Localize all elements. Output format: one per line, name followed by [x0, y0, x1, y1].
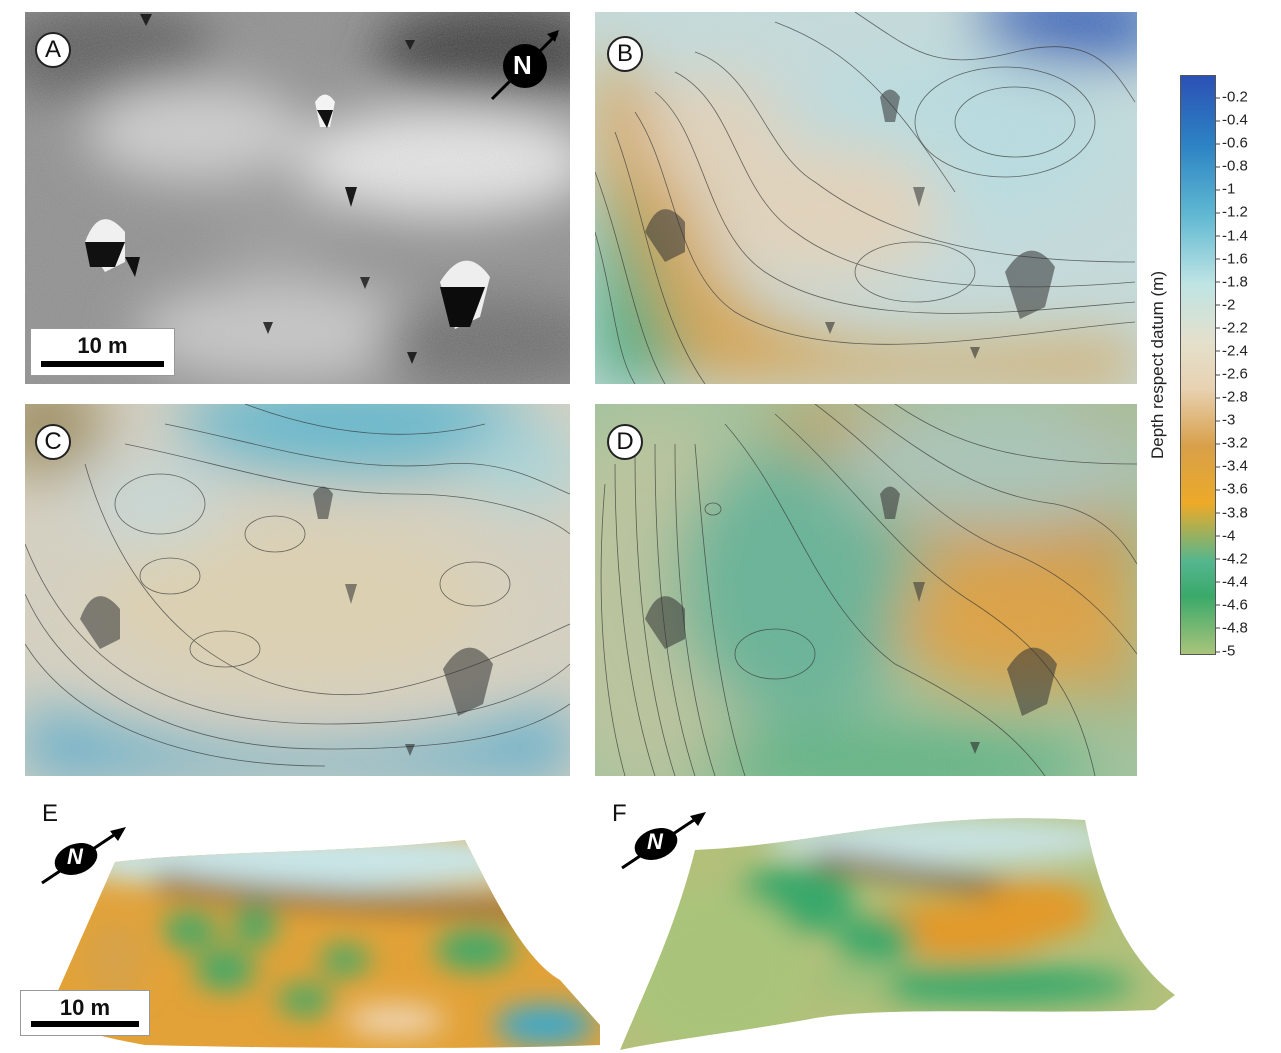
scale-bar-label: 10 m [77, 333, 128, 358]
colorbar-tick: -3.6 [1216, 480, 1248, 498]
north-arrow: N [487, 24, 567, 104]
colorbar-tick: -3.4 [1216, 457, 1248, 475]
scale-bar: 10 m [30, 328, 175, 376]
colorbar-tick: -2 [1215, 296, 1236, 314]
colorbar-tick: -0.6 [1216, 134, 1248, 152]
scale-bar-e: 10 m [20, 990, 150, 1036]
panel-label-e: E [42, 800, 59, 827]
colorbar-tick: -2.8 [1216, 388, 1248, 406]
colorbar-tick: -2.2 [1216, 319, 1248, 337]
3d-surface-f [620, 818, 1175, 1050]
north-arrow-e: N [40, 825, 130, 885]
boulders [85, 14, 490, 364]
colorbar-tick: -0.4 [1216, 111, 1248, 129]
colorbar-title: Depth respect datum (m) [1148, 270, 1167, 460]
north-label-e: N [67, 844, 83, 869]
depth-map-b [595, 12, 1137, 384]
panel-a-hillshade: A N 10 m [25, 12, 570, 384]
panel-e-3d-view: N 10 m [15, 820, 600, 1050]
colorbar-tick: -5 [1215, 642, 1236, 660]
boulders [80, 486, 493, 756]
north-label: N [513, 50, 532, 80]
colorbar-tick: -4.2 [1216, 550, 1248, 568]
north-label-f: N [647, 829, 663, 854]
hillshade-map [25, 12, 570, 384]
depth-colorbar [1180, 75, 1216, 655]
colorbar-tick: -4.4 [1216, 573, 1248, 591]
panel-f-3d-view: N [615, 810, 1175, 1053]
panel-label-d: D [607, 424, 643, 460]
colorbar-tick: -2.6 [1216, 365, 1248, 383]
panel-b-depth-map: B [595, 12, 1137, 384]
panel-label-c: C [35, 424, 71, 460]
panel-d-depth-map: D [595, 404, 1137, 776]
colorbar-tick: -1 [1215, 180, 1236, 198]
colorbar-tick: -3 [1215, 411, 1236, 429]
colorbar-ticks: -0.2 -0.4 -0.6 -0.8 -1 -1.2 -1.4 -1.6 -1.8 -2 -2.2… [1215, 75, 1280, 660]
colorbar-tick: -4.8 [1216, 619, 1248, 637]
scale-bar-label-e: 10 m [59, 995, 111, 1020]
colorbar-tick: -3.8 [1216, 504, 1248, 521]
colorbar-tick: -0.2 [1216, 88, 1248, 106]
colorbar-tick: -1.8 [1216, 273, 1248, 291]
contour-lines [25, 404, 570, 767]
colorbar-tick: -1.6 [1216, 250, 1248, 268]
colorbar-tick: -0.8 [1216, 157, 1248, 175]
north-arrow-f: N [620, 810, 710, 870]
colorbar-tick: -1.2 [1216, 203, 1248, 221]
colorbar-tick: -1.4 [1216, 227, 1248, 244]
panel-label-f: F [612, 800, 627, 827]
contour-lines [600, 404, 1137, 776]
panel-label-a: A [35, 32, 71, 68]
panel-label-b: B [607, 36, 643, 72]
colorbar-tick: -4 [1215, 527, 1236, 545]
depth-map-c [25, 404, 570, 776]
colorbar-tick: -4.6 [1216, 596, 1248, 614]
panel-c-depth-map: C [25, 404, 570, 776]
boulders [645, 89, 1055, 359]
depth-map-d [595, 404, 1137, 776]
colorbar-tick: -2.4 [1216, 342, 1248, 360]
colorbar-tick: -3.2 [1216, 434, 1248, 452]
boulders [645, 486, 1057, 754]
